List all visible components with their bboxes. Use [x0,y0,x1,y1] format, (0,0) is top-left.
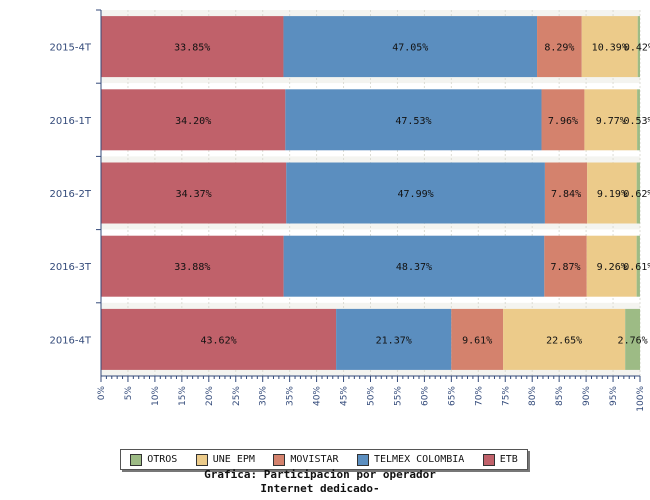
legend-swatch [356,453,369,466]
data-label: 0.53% [623,116,650,127]
data-label: 0.61% [623,262,650,273]
legend-swatch [130,453,143,466]
legend-label: TELMEX COLOMBIA [373,454,465,465]
data-label: 34.20% [175,116,211,127]
bar-segment-otros [625,308,641,370]
bar-segment-une-epm [581,16,638,78]
x-tick-label: 40% [313,386,323,406]
data-label: 22.65% [546,335,582,346]
bar-segment-otros [637,16,640,78]
x-tick-label: 30% [259,386,269,406]
bar-segment-movistar [544,235,587,297]
legend-label: MOVISTAR [290,454,339,465]
x-tick-label: 55% [393,386,403,406]
bar-segment-otros [636,235,640,297]
x-tick-label: 10% [151,386,161,406]
bar-segment-otros [637,89,640,151]
legend-label: UNE EPM [212,454,255,465]
data-label: 21.37% [376,335,412,346]
x-tick-label: 25% [232,386,242,406]
data-label: 0.42% [624,43,650,54]
data-label: 10.39% [592,43,628,54]
x-tick-label: 50% [367,386,377,406]
data-label: 47.05% [392,43,428,54]
axes: 2015-4T 2016-1T 2016-2T 2016-3T 2016-4T 0% 5% 1… [49,9,646,412]
legend-swatch [273,453,286,466]
bar-segment-etb [101,162,287,224]
data-label: 8.29% [544,43,574,54]
x-tick-label: 90% [582,386,592,406]
data-label: 34.37% [176,189,212,200]
category-label: 2016-1T [49,116,91,127]
data-label: 47.53% [395,116,431,127]
legend-item-etb: ETB [482,453,518,466]
x-tick-label: 85% [555,386,565,406]
x-tick-label: 45% [340,386,350,406]
data-label: 47.99% [398,189,434,200]
x-tick-label: 35% [286,386,296,406]
bar-segment-telmex-colombia [336,308,452,370]
data-label: 9.19% [597,189,627,200]
bar-segment-etb [101,235,284,297]
data-label: 7.87% [550,262,580,273]
data-label: 48.37% [396,262,432,273]
bar-segment-etb [101,308,337,370]
legend-item-otros: OTROS [130,453,178,466]
bar-segment-telmex-colombia [286,162,545,224]
category-label: 2016-4T [49,335,91,346]
x-tick-label: 15% [178,386,188,406]
bar-segment-movistar [544,162,588,224]
x-tick-label: 95% [609,386,619,406]
category-label: 2016-2T [49,189,91,200]
x-tick-label: 60% [420,386,430,406]
data-label: 0.62% [623,189,650,200]
data-label: 9.77% [596,116,626,127]
x-tick-label: 100% [636,386,646,412]
data-label: 7.96% [548,116,578,127]
x-tick-label: 65% [447,386,457,406]
legend-label: OTROS [147,454,178,465]
chart-title-line-1: Grafica: Participacion por operador [204,468,436,481]
bar-segment-movistar [537,16,582,78]
data-label: 43.62% [200,335,236,346]
bar-segment-une-epm [503,308,626,370]
chart-title-line-2: Internet dedicado- [260,482,380,495]
legend-swatch [482,453,495,466]
legend-swatch [195,453,208,466]
bar-segment-telmex-colombia [283,16,538,78]
bar-segment-etb [101,89,286,151]
data-label: 9.61% [462,335,492,346]
bar-segment-movistar [541,89,585,151]
legend-item-telmex-colombia: TELMEX COLOMBIA [356,453,465,466]
x-tick-label: 20% [205,386,215,406]
bar-segment-etb [101,16,284,78]
data-label: 9.26% [597,262,627,273]
x-tick-label: 70% [474,386,484,406]
x-tick-label: 5% [124,386,134,401]
bar-segment-telmex-colombia [285,89,542,151]
bar-segments: 33.85% 47.05% 8.29% 10.39%0.42% 34.20% 47.53%… [101,16,650,370]
data-label: 33.85% [174,43,210,54]
x-tick-label: 80% [528,386,538,406]
x-tick-label: 75% [501,386,511,406]
legend-item-movistar: MOVISTAR [273,453,339,466]
bar-segment-movistar [451,308,504,370]
legend-label: ETB [499,454,518,465]
legend-item-une-epm: UNE EPM [195,453,255,466]
data-label: 7.84% [551,189,581,200]
category-label: 2016-3T [49,262,91,273]
legend: OTROS UNE EPM MOVISTAR TELMEX COLOMBIA ETB [120,449,528,470]
x-tick-label: 0% [97,386,107,401]
bar-segment-une-epm [587,162,637,224]
bar-segment-otros [636,162,641,224]
bar-segment-une-epm [586,235,637,297]
data-label: 2.76% [618,335,648,346]
category-label: 2015-4T [49,43,91,54]
bar-segment-telmex-colombia [283,235,545,297]
bar-segment-une-epm [584,89,638,151]
data-label: 33.88% [174,262,210,273]
